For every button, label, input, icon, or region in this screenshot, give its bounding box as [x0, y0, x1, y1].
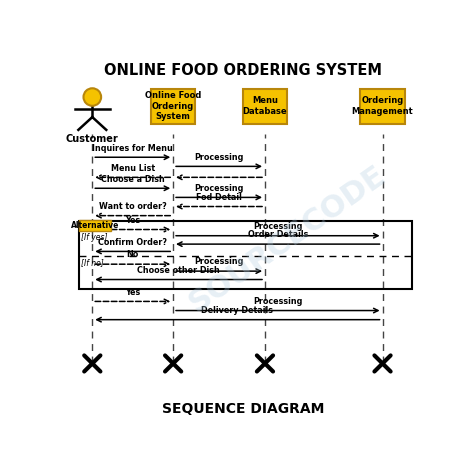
- Text: Online Food
Ordering
System: Online Food Ordering System: [145, 91, 201, 121]
- Text: Alternative: Alternative: [71, 221, 119, 230]
- Text: Ordering
Management: Ordering Management: [352, 96, 413, 116]
- Text: Yes: Yes: [125, 216, 140, 225]
- FancyBboxPatch shape: [243, 89, 287, 124]
- Text: Want to order?: Want to order?: [99, 202, 166, 211]
- Text: Delivery Details: Delivery Details: [201, 306, 273, 315]
- Text: SOURCECODE: SOURCECODE: [183, 161, 391, 318]
- Text: Confirm Order?: Confirm Order?: [98, 237, 167, 246]
- FancyBboxPatch shape: [360, 89, 405, 124]
- Text: Customer: Customer: [66, 134, 118, 144]
- Text: Inquires for Menu: Inquires for Menu: [92, 144, 173, 153]
- Circle shape: [83, 88, 101, 106]
- Text: Processing: Processing: [194, 257, 244, 266]
- Text: Fod Detail: Fod Detail: [196, 193, 242, 202]
- FancyBboxPatch shape: [151, 89, 195, 124]
- Text: Choose a Dish: Choose a Dish: [101, 174, 164, 183]
- Text: No: No: [127, 250, 139, 259]
- Text: Menu
Database: Menu Database: [243, 96, 287, 116]
- Text: [If yes]: [If yes]: [81, 233, 108, 242]
- Text: [If no]: [If no]: [81, 258, 104, 267]
- Text: Processing: Processing: [253, 297, 302, 306]
- Text: ONLINE FOOD ORDERING SYSTEM: ONLINE FOOD ORDERING SYSTEM: [104, 63, 382, 78]
- FancyBboxPatch shape: [79, 220, 111, 231]
- Text: SEQUENCE DIAGRAM: SEQUENCE DIAGRAM: [162, 402, 324, 416]
- Text: Menu List: Menu List: [110, 164, 155, 173]
- Bar: [80, 221, 412, 289]
- Text: Order Details: Order Details: [247, 230, 308, 239]
- Text: Choose other Dish: Choose other Dish: [137, 266, 220, 275]
- Text: Processing: Processing: [194, 183, 244, 192]
- Text: Processing: Processing: [194, 153, 244, 162]
- Text: Yes: Yes: [125, 288, 140, 297]
- Text: Processing: Processing: [253, 222, 302, 231]
